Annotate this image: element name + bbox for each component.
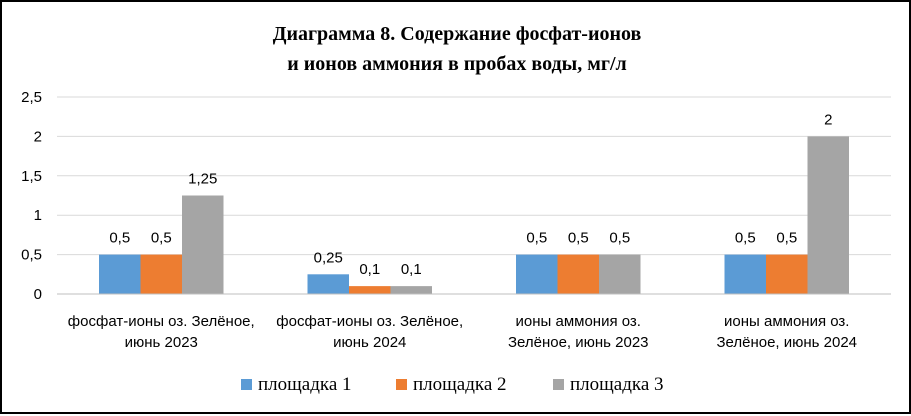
y-tick-label: 2 bbox=[34, 128, 42, 145]
chart-title-line-2: и ионов аммония в пробах воды, мг/л bbox=[287, 53, 626, 75]
legend-swatch bbox=[241, 379, 252, 390]
y-tick-label: 1 bbox=[34, 207, 42, 224]
x-axis: фосфат-ионы оз. Зелёное,июнь 2023фосфат-… bbox=[57, 293, 891, 351]
data-label: 0,5 bbox=[609, 230, 630, 247]
bar bbox=[99, 254, 141, 294]
y-tick-label: 0 bbox=[34, 286, 42, 303]
x-category-label: ионы аммония оз. Зелёное, июнь 2023 bbox=[508, 313, 649, 351]
data-label: 0,5 bbox=[151, 230, 172, 247]
x-category-label-line: ионы аммония оз. bbox=[516, 313, 641, 330]
data-label: 0,1 bbox=[401, 261, 422, 278]
data-labels: 0,5 0,5 1,25 0,25 0,1 0,1 0,5 0,5 0,5 0,5 0,5 2 bbox=[109, 111, 832, 278]
legend-item: площадка 1 bbox=[241, 374, 352, 395]
bar bbox=[182, 195, 224, 294]
y-axis-tick-labels: 0 0,5 1 1,5 2 2,5 bbox=[21, 89, 42, 303]
legend-label: площадка 2 bbox=[413, 374, 507, 395]
x-category-label: фосфат-ионы оз. Зелёное, июнь 2024 bbox=[276, 313, 463, 351]
x-category-label-line: фосфат-ионы оз. Зелёное, bbox=[276, 313, 463, 330]
legend-swatch bbox=[396, 379, 407, 390]
x-category-label-line: июнь 2024 bbox=[333, 334, 406, 351]
chart-title-line-1: Диаграмма 8. Содержание фосфат-ионов bbox=[273, 23, 642, 45]
chart-title: Диаграмма 8. Содержание фосфат-ионов и и… bbox=[273, 23, 642, 75]
legend-item: площадка 2 bbox=[396, 374, 507, 395]
data-label: 0,5 bbox=[109, 230, 130, 247]
bars bbox=[99, 136, 849, 294]
data-label: 0,5 bbox=[776, 230, 797, 247]
y-tick-label: 2,5 bbox=[21, 89, 42, 106]
data-label: 2 bbox=[824, 111, 832, 128]
y-tick-label: 1,5 bbox=[21, 168, 42, 185]
bar bbox=[349, 286, 391, 294]
bar bbox=[599, 254, 641, 294]
legend-item: площадка 3 bbox=[553, 374, 664, 395]
data-label: 1,25 bbox=[188, 171, 217, 188]
legend-label: площадка 1 bbox=[258, 374, 352, 395]
bar bbox=[140, 254, 182, 294]
x-category-label: ионы аммония оз. Зелёное, июнь 2024 bbox=[716, 313, 857, 351]
y-tick-label: 0,5 bbox=[21, 247, 42, 264]
legend-label: площадка 3 bbox=[570, 374, 664, 395]
data-label: 0,5 bbox=[568, 230, 589, 247]
x-category-label-line: Зелёное, июнь 2023 bbox=[508, 334, 649, 351]
x-category-label: фосфат-ионы оз. Зелёное, июнь 2023 bbox=[68, 313, 255, 351]
data-label: 0,25 bbox=[314, 249, 343, 266]
legend: площадка 1 площадка 2 площадка 3 bbox=[241, 374, 664, 395]
x-category-label-line: ионы аммония оз. bbox=[724, 313, 849, 330]
bar bbox=[390, 286, 432, 294]
data-label: 0,1 bbox=[359, 261, 380, 278]
x-category-label-line: фосфат-ионы оз. Зелёное, bbox=[68, 313, 255, 330]
bar bbox=[307, 274, 349, 294]
x-category-label-line: июнь 2023 bbox=[125, 334, 198, 351]
data-label: 0,5 bbox=[735, 230, 756, 247]
x-category-label-line: Зелёное, июнь 2024 bbox=[716, 334, 857, 351]
bar bbox=[724, 254, 766, 294]
data-label: 0,5 bbox=[526, 230, 547, 247]
bar bbox=[516, 254, 558, 294]
bar bbox=[766, 254, 808, 294]
bar bbox=[557, 254, 599, 294]
bar bbox=[807, 136, 849, 294]
legend-swatch bbox=[553, 379, 564, 390]
